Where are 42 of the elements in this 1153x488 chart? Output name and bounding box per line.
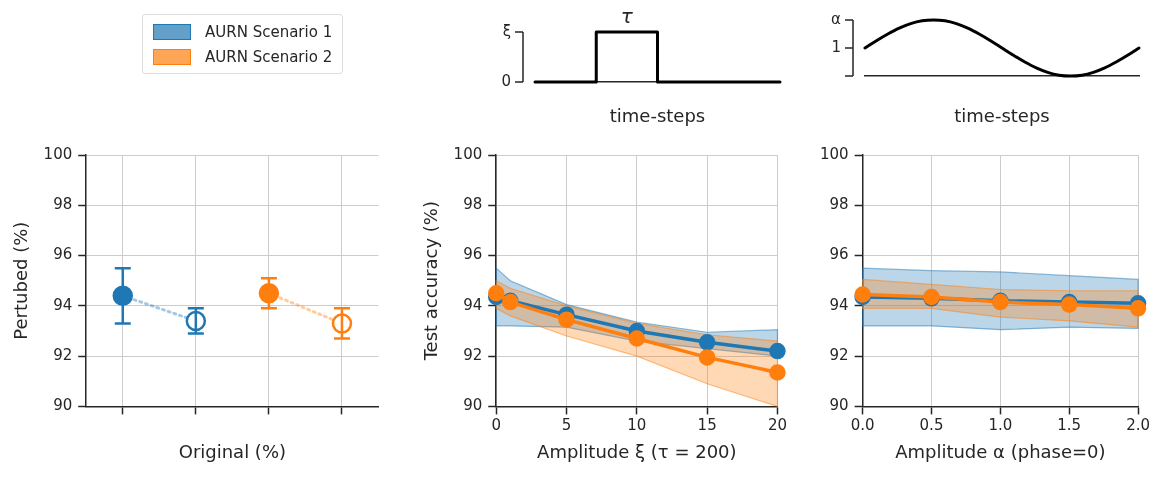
x-tick-label: 5 xyxy=(561,416,572,435)
x-tick-label: 20 xyxy=(767,416,787,435)
x-tick-label: 0 xyxy=(491,416,501,435)
text: 1 xyxy=(831,37,841,56)
y-tick-label: 98 xyxy=(53,195,73,214)
text: α xyxy=(831,9,842,28)
y-tick-label: 90 xyxy=(463,396,483,415)
y-tick-label: 90 xyxy=(53,396,73,415)
y-tick-label: 92 xyxy=(463,346,483,365)
text: 0 xyxy=(501,71,511,90)
y-tick-label: 94 xyxy=(463,295,483,314)
text: ξ xyxy=(502,21,511,40)
x-tick-label: 10 xyxy=(627,416,647,435)
x-axis-title: time-steps xyxy=(954,104,1050,126)
y-tick-label: 92 xyxy=(829,346,849,365)
y-tick-label: 100 xyxy=(43,144,73,163)
y-tick-label: 100 xyxy=(819,144,849,163)
x-axis-title: Amplitude ξ (τ = 200) xyxy=(537,440,737,462)
x-tick-label: 2.0 xyxy=(1126,416,1150,435)
x-tick-label: 0.5 xyxy=(919,416,944,435)
y-tick-label: 96 xyxy=(53,245,73,264)
y-tick-label: 98 xyxy=(829,195,849,214)
x-tick-label: 1.5 xyxy=(1057,416,1082,435)
x-axis-title: Original (%) xyxy=(178,440,287,462)
y-axis-title: Test accuracy (%) xyxy=(420,201,442,362)
y-tick-label: 96 xyxy=(829,245,849,264)
x-tick-label: 0.0 xyxy=(850,416,875,435)
y-tick-label: 92 xyxy=(53,346,73,365)
legend-label: AURN Scenario 2 xyxy=(205,47,333,66)
legend-label: AURN Scenario 1 xyxy=(205,22,333,41)
chart-title: τ xyxy=(620,4,634,29)
y-tick-label: 98 xyxy=(463,195,483,214)
y-tick-label: 94 xyxy=(829,295,849,314)
y-tick-label: 90 xyxy=(829,396,849,415)
y-tick-label: 100 xyxy=(453,144,483,163)
x-axis-title: time-steps xyxy=(609,104,706,126)
x-tick-label: 15 xyxy=(697,416,717,435)
y-tick-label: 94 xyxy=(53,295,73,314)
y-tick-label: 96 xyxy=(463,245,483,264)
x-tick-label: 1.0 xyxy=(988,416,1013,435)
x-axis-title: Amplitude α (phase=0) xyxy=(895,440,1106,462)
y-axis-title: Pertubed (%) xyxy=(10,221,32,340)
